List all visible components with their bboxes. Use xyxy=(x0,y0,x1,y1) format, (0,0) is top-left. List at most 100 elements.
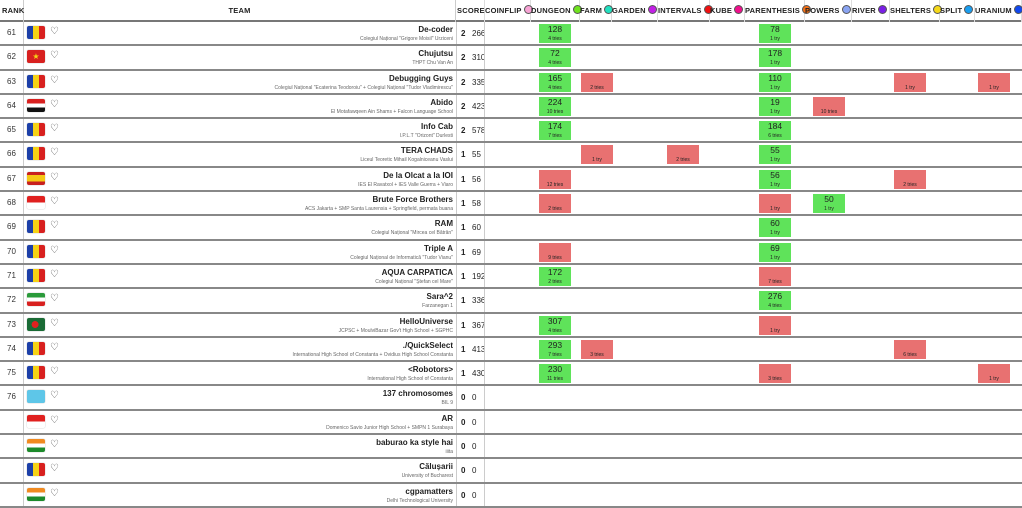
problem-cell-dungeon[interactable]: 293 7 tries xyxy=(538,338,572,360)
heart-icon[interactable]: ♡ xyxy=(50,293,59,305)
solved-count: 1 xyxy=(461,296,466,306)
problem-cell-parenthesis[interactable]: 110 1 try xyxy=(758,71,792,93)
cell-score xyxy=(978,73,1010,84)
cell-score: 276 xyxy=(767,291,783,302)
problem-cell-parenthesis[interactable]: 56 1 try xyxy=(758,168,792,190)
heart-icon[interactable]: ♡ xyxy=(50,390,59,402)
team-header[interactable]: TEAM xyxy=(24,0,456,22)
problem-cell-parenthesis[interactable]: 69 1 try xyxy=(758,241,792,263)
rank xyxy=(0,410,24,434)
problem-cell-parenthesis[interactable]: 60 1 try xyxy=(758,217,792,239)
problem-cell-dungeon[interactable]: 172 2 tries xyxy=(538,265,572,287)
problem-header-uranium[interactable]: URANIUM xyxy=(975,0,1022,22)
heart-icon[interactable]: ♡ xyxy=(50,487,59,499)
heart-icon[interactable]: ♡ xyxy=(50,439,59,451)
column-divider xyxy=(484,435,485,458)
problem-cell-parenthesis[interactable]: 184 6 tries xyxy=(758,120,792,142)
problem-header-garden[interactable]: GARDEN xyxy=(612,0,658,22)
heart-icon[interactable]: ♡ xyxy=(50,268,59,280)
problem-header-kube[interactable]: KUBE xyxy=(710,0,745,22)
cell-score: 172 xyxy=(547,266,563,277)
rank-header[interactable]: RANK xyxy=(2,0,24,22)
penalty: 430 xyxy=(472,369,486,379)
cell-score xyxy=(759,364,791,375)
heart-icon[interactable]: ♡ xyxy=(50,244,59,256)
problem-header-intervals[interactable]: INTERVALS xyxy=(658,0,713,22)
problem-cell-parenthesis[interactable]: 78 1 try xyxy=(758,23,792,44)
heart-icon[interactable]: ♡ xyxy=(50,366,59,378)
problem-header-split[interactable]: SPLIT xyxy=(940,0,975,22)
problem-header-farm[interactable]: FARM xyxy=(580,0,614,22)
problem-cell-shelters[interactable]: 2 tries xyxy=(893,168,927,190)
problem-cell-parenthesis[interactable]: 276 4 tries xyxy=(758,290,792,312)
heart-icon[interactable]: ♡ xyxy=(50,50,59,62)
problem-header-powers[interactable]: POWERS xyxy=(805,0,852,22)
table-row: 64 ♡ Abido El Motafawqeen Ain Shams + Falco… xyxy=(0,94,1022,120)
problem-header-coinflip[interactable]: COINFLIP xyxy=(485,0,533,22)
cell-tries: 1 try xyxy=(770,181,780,188)
team-name: 137 chromosomes xyxy=(382,389,453,399)
problem-cell-farm[interactable]: 3 tries xyxy=(580,338,614,360)
problem-cell-parenthesis[interactable]: 3 tries xyxy=(758,363,792,385)
problem-cell-parenthesis[interactable]: 7 tries xyxy=(758,265,792,287)
problem-cell-uranium[interactable]: 1 try xyxy=(977,71,1011,93)
heart-icon[interactable]: ♡ xyxy=(50,463,59,475)
problem-cell-dungeon[interactable]: 72 4 tries xyxy=(538,47,572,69)
heart-icon[interactable]: ♡ xyxy=(50,123,59,135)
problem-cell-dungeon[interactable]: 224 10 tries xyxy=(538,95,572,117)
heart-icon[interactable]: ♡ xyxy=(50,341,59,353)
heart-icon[interactable]: ♡ xyxy=(50,74,59,86)
solved-count: 1 xyxy=(461,344,466,354)
problem-cell-dungeon[interactable]: 174 7 tries xyxy=(538,120,572,142)
column-divider xyxy=(456,459,457,482)
heart-icon[interactable]: ♡ xyxy=(50,196,59,208)
problem-name: POWERS xyxy=(805,6,840,15)
problem-cell-powers[interactable]: 10 tries xyxy=(812,95,846,117)
cell-tries: 10 tries xyxy=(546,108,564,115)
problem-cell-parenthesis[interactable]: 178 1 try xyxy=(758,47,792,69)
problem-cell-shelters[interactable]: 1 try xyxy=(893,71,927,93)
problem-cell-dungeon[interactable]: 128 4 tries xyxy=(538,23,572,44)
cell-tries: 2 tries xyxy=(903,181,917,188)
problem-header-shelters[interactable]: SHELTERS xyxy=(890,0,943,22)
problem-cell-dungeon[interactable]: 12 tries xyxy=(538,168,572,190)
problem-cell-intervals[interactable]: 2 tries xyxy=(666,144,700,166)
problem-cell-parenthesis[interactable]: 1 try xyxy=(758,314,792,336)
problem-cell-dungeon[interactable]: 230 11 tries xyxy=(538,363,572,385)
problem-cell-parenthesis[interactable]: 1 try xyxy=(758,193,792,215)
problem-cell-shelters[interactable]: 6 tries xyxy=(893,338,927,360)
problem-cell-dungeon[interactable]: 2 tries xyxy=(538,193,572,215)
score-header[interactable]: SCORE xyxy=(457,0,485,22)
column-divider xyxy=(484,264,485,288)
cell-score: 230 xyxy=(547,364,563,375)
problem-cell-dungeon[interactable]: 9 tries xyxy=(538,241,572,263)
penalty: 336 xyxy=(472,296,486,306)
heart-icon[interactable]: ♡ xyxy=(50,317,59,329)
cell-score: 293 xyxy=(547,339,563,350)
heart-icon[interactable]: ♡ xyxy=(50,147,59,159)
heart-icon[interactable]: ♡ xyxy=(50,171,59,183)
problem-cell-farm[interactable]: 2 tries xyxy=(580,71,614,93)
balloon-icon xyxy=(572,5,582,14)
problem-header-dungeon[interactable]: DUNGEON xyxy=(531,0,582,22)
flag-icon xyxy=(27,98,45,112)
problem-cell-powers[interactable]: 50 1 try xyxy=(812,193,846,215)
heart-icon[interactable]: ♡ xyxy=(50,26,59,37)
problem-cell-parenthesis[interactable]: 55 1 try xyxy=(758,144,792,166)
cell-tries: 1 try xyxy=(770,254,780,261)
cell-tries: 1 try xyxy=(770,157,780,164)
problem-cell-dungeon[interactable]: 307 4 tries xyxy=(538,314,572,336)
heart-icon[interactable]: ♡ xyxy=(50,220,59,232)
solved-count: 0 xyxy=(461,417,466,427)
table-row: 75 ♡ <Robotors> International High School o… xyxy=(0,362,1022,387)
problem-name: COINFLIP xyxy=(485,6,522,15)
problem-cell-dungeon[interactable]: 165 4 tries xyxy=(538,71,572,93)
balloon-icon xyxy=(734,5,744,14)
problem-header-parenthesis[interactable]: PARENTHESIS xyxy=(745,0,811,22)
problem-cell-parenthesis[interactable]: 19 1 try xyxy=(758,95,792,117)
problem-header-river[interactable]: RIVER xyxy=(852,0,890,22)
problem-cell-farm[interactable]: 1 try xyxy=(580,144,614,166)
heart-icon[interactable]: ♡ xyxy=(50,98,59,110)
problem-cell-uranium[interactable]: 1 try xyxy=(977,363,1011,385)
heart-icon[interactable]: ♡ xyxy=(50,414,59,426)
